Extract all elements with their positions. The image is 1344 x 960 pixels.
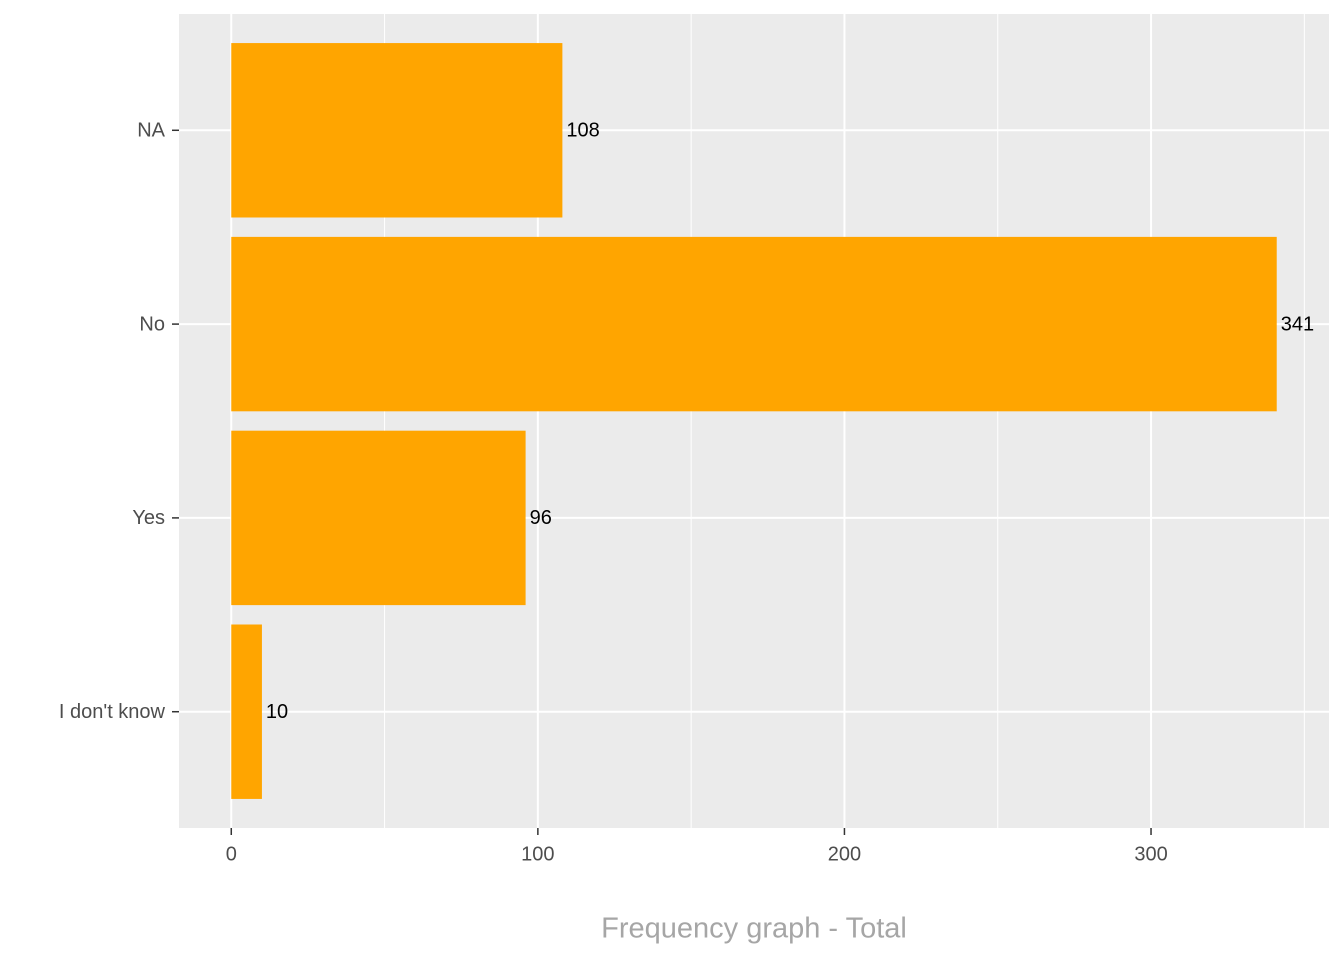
bar: [231, 236, 1277, 412]
x-tick-label: 200: [828, 843, 861, 865]
x-tick-label: 100: [521, 843, 554, 865]
y-tick-label: Yes: [132, 507, 165, 529]
x-axis-title: Frequency graph - Total: [601, 913, 907, 945]
y-tick-label: I don't know: [59, 701, 166, 723]
y-tick-label: NA: [137, 120, 165, 142]
value-label: 96: [530, 507, 552, 529]
value-label: 10: [266, 701, 288, 723]
x-tick-label: 300: [1134, 843, 1167, 865]
bar: [231, 624, 262, 799]
value-label: 108: [566, 120, 599, 142]
x-tick-label: 0: [226, 843, 237, 865]
value-label: 341: [1281, 313, 1314, 335]
y-tick-label: No: [139, 313, 165, 335]
bar: [231, 43, 563, 218]
bar: [231, 430, 526, 606]
